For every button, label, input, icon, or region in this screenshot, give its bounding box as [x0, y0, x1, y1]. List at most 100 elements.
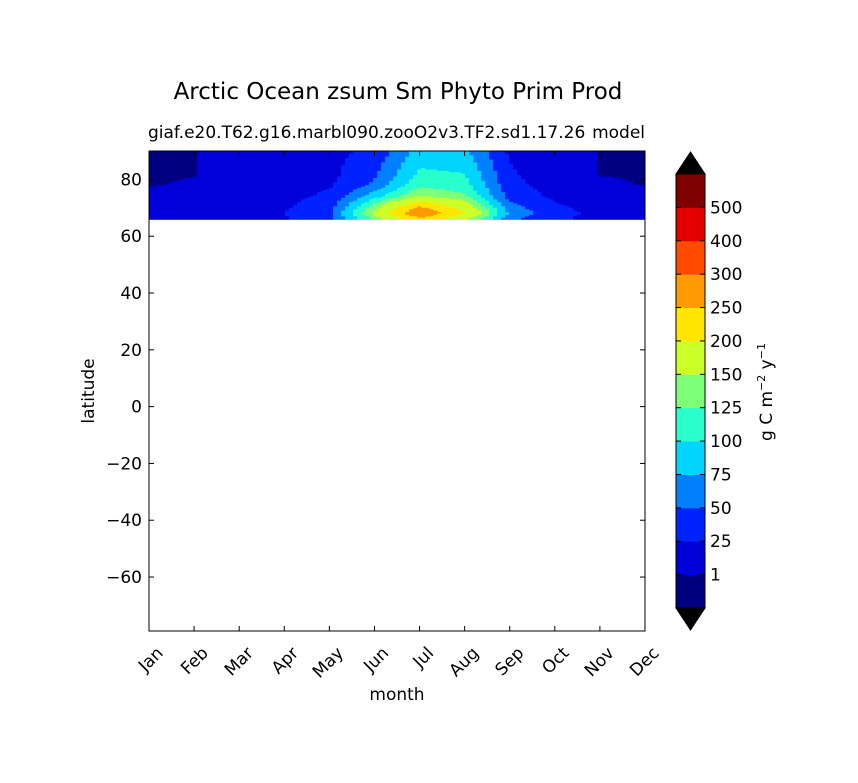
contour-cell	[405, 176, 410, 179]
contour-cell	[253, 176, 258, 179]
contour-cell	[625, 203, 630, 206]
contour-cell	[493, 172, 498, 175]
contour-cell	[621, 206, 626, 209]
contour-cell	[597, 206, 602, 209]
contour-cell	[525, 169, 530, 172]
contour-cell	[217, 207, 222, 210]
contour-cell	[225, 162, 230, 165]
contour-cell	[441, 197, 446, 200]
contour-cell	[561, 173, 566, 176]
contour-cell	[429, 185, 434, 188]
contour-cell	[445, 168, 450, 171]
contour-cell	[317, 156, 322, 159]
contour-field	[149, 151, 645, 220]
contour-cell	[405, 155, 410, 158]
contour-cell	[377, 168, 382, 171]
contour-cell	[173, 153, 178, 156]
contour-cell	[633, 185, 638, 188]
contour-cell	[245, 165, 250, 168]
contour-cell	[377, 203, 382, 206]
contour-cell	[561, 156, 566, 159]
contour-cell	[477, 206, 482, 209]
contour-cell	[621, 166, 626, 169]
contour-cell	[369, 189, 374, 192]
contour-cell	[289, 200, 294, 203]
contour-cell	[197, 189, 202, 192]
contour-cell	[509, 183, 514, 186]
contour-cell	[205, 200, 210, 203]
contour-cell	[493, 182, 498, 185]
contour-cell	[289, 189, 294, 192]
contour-cell	[305, 156, 310, 159]
contour-cell	[345, 182, 350, 185]
contour-cell	[189, 192, 194, 195]
contour-cell	[385, 158, 390, 161]
contour-cell	[485, 197, 490, 200]
contour-cell	[457, 152, 462, 155]
contour-cell	[309, 163, 314, 166]
contour-cell	[237, 168, 242, 171]
contour-cell	[517, 158, 522, 161]
contour-cell	[593, 177, 598, 180]
contour-cell	[453, 179, 458, 182]
contour-cell	[149, 176, 154, 179]
contour-cell	[609, 155, 614, 158]
contour-cell	[577, 186, 582, 189]
contour-cell	[377, 180, 382, 183]
contour-cell	[209, 180, 214, 183]
contour-cell	[629, 176, 634, 179]
contour-cell	[205, 158, 210, 161]
contour-cell	[569, 165, 574, 168]
contour-cell	[269, 168, 274, 171]
contour-cell	[637, 183, 642, 186]
contour-cell	[481, 199, 486, 202]
contour-cell	[517, 200, 522, 203]
contour-cell	[293, 196, 298, 199]
contour-cell	[605, 172, 610, 175]
contour-cell	[601, 186, 606, 189]
contour-cell	[477, 195, 482, 198]
contour-cell	[189, 179, 194, 182]
contour-cell	[477, 172, 482, 175]
contour-cell	[541, 199, 546, 202]
contour-cell	[281, 151, 286, 154]
contour-cell	[633, 166, 638, 169]
contour-cell	[605, 175, 610, 178]
contour-cell	[293, 180, 298, 183]
contour-cell	[433, 160, 438, 163]
contour-cell	[345, 197, 350, 200]
contour-cell	[277, 160, 282, 163]
contour-cell	[197, 179, 202, 182]
contour-cell	[601, 206, 606, 209]
contour-cell	[629, 195, 634, 198]
contour-cell	[473, 195, 478, 198]
contour-cell	[193, 206, 198, 209]
contour-cell	[417, 197, 422, 200]
contour-cell	[449, 177, 454, 180]
contour-cell	[609, 199, 614, 202]
contour-cell	[329, 160, 334, 163]
contour-cell	[409, 203, 414, 206]
contour-cell	[577, 172, 582, 175]
contour-cell	[473, 189, 478, 192]
contour-cell	[281, 172, 286, 175]
contour-cell	[165, 168, 170, 171]
contour-cell	[397, 155, 402, 158]
contour-cell	[197, 197, 202, 200]
contour-cell	[513, 173, 518, 176]
contour-cell	[293, 156, 298, 159]
contour-cell	[281, 199, 286, 202]
contour-cell	[169, 165, 174, 168]
contour-cell	[217, 195, 222, 198]
contour-cell	[605, 186, 610, 189]
contour-cell	[493, 202, 498, 205]
contour-cell	[625, 183, 630, 186]
contour-cell	[309, 155, 314, 158]
contour-cell	[545, 183, 550, 186]
contour-cell	[597, 166, 602, 169]
contour-cell	[229, 199, 234, 202]
contour-cell	[545, 195, 550, 198]
contour-cell	[273, 160, 278, 163]
contour-cell	[489, 160, 494, 163]
contour-cell	[481, 168, 486, 171]
